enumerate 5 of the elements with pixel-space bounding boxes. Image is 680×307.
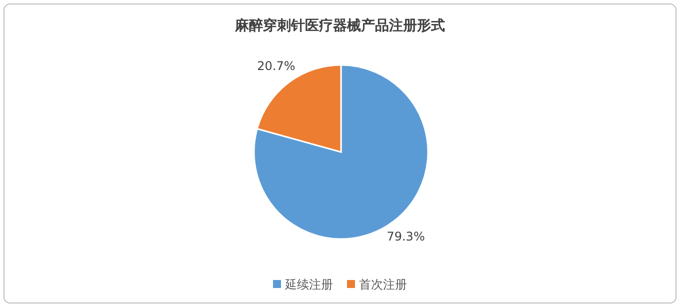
data-label: 20.7% [257,59,296,74]
legend-label: 延续注册 [284,277,333,292]
legend-label: 首次注册 [359,277,407,292]
chart-title: 麻醉穿刺针医疗器械产品注册形式 [234,17,445,34]
data-label: 79.3% [386,229,425,244]
